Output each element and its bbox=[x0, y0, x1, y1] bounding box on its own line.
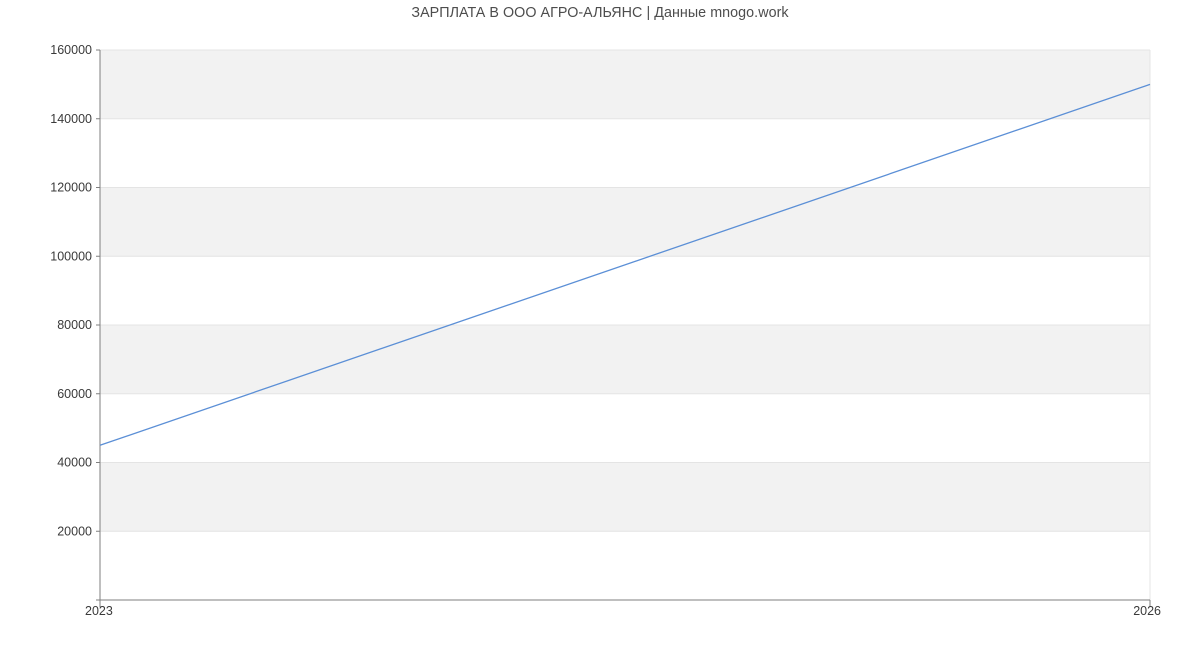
svg-text:80000: 80000 bbox=[57, 318, 92, 332]
svg-text:60000: 60000 bbox=[57, 387, 92, 401]
svg-text:140000: 140000 bbox=[50, 112, 92, 126]
svg-text:120000: 120000 bbox=[50, 181, 92, 195]
svg-text:2023: 2023 bbox=[85, 604, 113, 618]
svg-text:20000: 20000 bbox=[57, 524, 92, 538]
svg-text:160000: 160000 bbox=[50, 43, 92, 57]
svg-text:100000: 100000 bbox=[50, 249, 92, 263]
svg-text:40000: 40000 bbox=[57, 456, 92, 470]
svg-text:2026: 2026 bbox=[1133, 604, 1161, 618]
